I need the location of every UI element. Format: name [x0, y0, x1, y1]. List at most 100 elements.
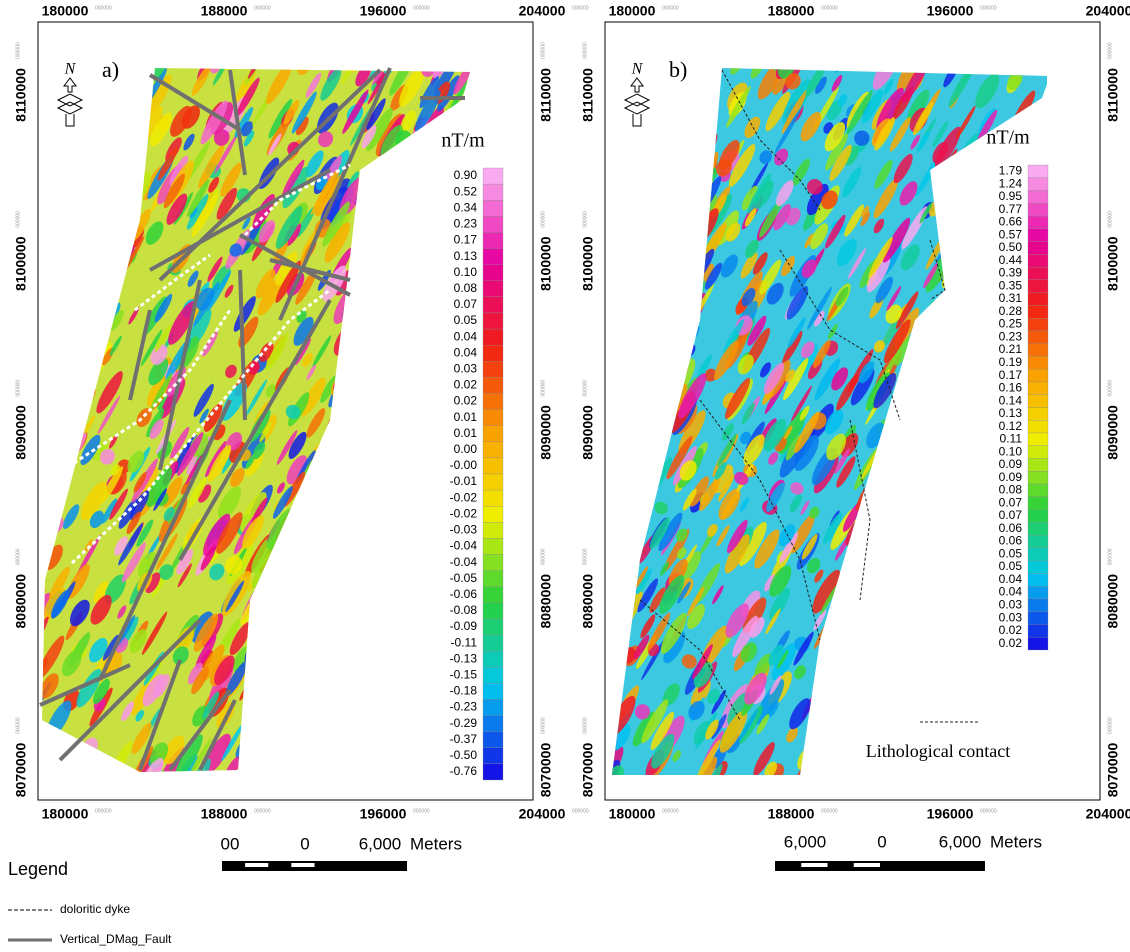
- map-texture: [643, 132, 675, 173]
- map-texture: [392, 595, 427, 644]
- map-texture: [974, 408, 998, 437]
- map-texture: [989, 653, 1009, 683]
- y-tick-label: 8090000: [1105, 405, 1121, 460]
- x-tick-label: 188000: [768, 3, 815, 19]
- map-texture: [918, 391, 954, 437]
- map-texture: [333, 456, 360, 494]
- colorbar-swatch: [1028, 599, 1048, 612]
- map-texture: [615, 192, 641, 228]
- map-texture: [881, 762, 904, 788]
- map-texture: [361, 587, 378, 607]
- map-texture: [379, 577, 402, 601]
- map-texture: [86, 323, 107, 353]
- map-texture: [402, 506, 434, 554]
- x-tick-label: 188000: [768, 806, 815, 822]
- y-tick-label: 8100000: [1105, 236, 1121, 291]
- map-texture: [816, 746, 832, 767]
- map-texture: [370, 722, 392, 751]
- map-texture: [589, 477, 627, 528]
- colorbar-swatch: [1028, 637, 1048, 650]
- colorbar-label: -0.04: [450, 539, 478, 553]
- colorbar-swatch: [483, 249, 503, 265]
- colorbar-swatch: [483, 297, 503, 313]
- map-texture: [846, 652, 867, 676]
- colorbar-swatch: [483, 361, 503, 377]
- map-texture: [939, 655, 970, 702]
- map-texture: [280, 531, 305, 565]
- map-texture: [45, 113, 68, 141]
- map-texture: [593, 508, 620, 544]
- map-texture: [582, 149, 614, 198]
- tick-suffix: 000000: [95, 5, 112, 11]
- map-texture: [996, 658, 1015, 677]
- colorbar-swatch: [1028, 535, 1048, 548]
- map-texture: [979, 361, 1000, 387]
- map-texture: [403, 171, 433, 211]
- y-tick-label: 8080000: [13, 574, 29, 629]
- map-texture: [839, 757, 858, 779]
- map-texture: [407, 440, 420, 455]
- map-texture: [378, 681, 398, 702]
- colorbar-swatch: [483, 764, 503, 780]
- map-texture: [893, 557, 910, 580]
- map-texture: [605, 676, 623, 698]
- colorbar-label: -0.76: [450, 764, 478, 778]
- tick-suffix: 000000: [821, 5, 838, 11]
- map-texture: [29, 163, 61, 206]
- map-texture: [951, 387, 980, 432]
- colorbar-label: 0.04: [454, 345, 478, 359]
- map-texture: [948, 597, 978, 640]
- map-texture: [424, 726, 448, 757]
- map-texture: [608, 218, 640, 261]
- map-texture: [392, 324, 413, 348]
- map-texture: [879, 512, 901, 536]
- map-texture: [935, 647, 968, 694]
- colorbar-label: -0.04: [450, 555, 478, 569]
- map-texture: [383, 695, 418, 743]
- map-texture: [925, 551, 949, 586]
- map-texture: [40, 105, 56, 125]
- map-texture: [673, 103, 693, 132]
- map-texture: [659, 244, 681, 267]
- map-texture: [306, 528, 336, 566]
- map-texture: [590, 297, 617, 330]
- map-texture: [409, 546, 434, 585]
- map-texture: [908, 558, 925, 578]
- map-texture: [928, 535, 947, 562]
- map-texture: [944, 395, 960, 417]
- colorbar-swatch: [1028, 203, 1048, 216]
- colorbar-swatch: [483, 555, 503, 571]
- map-texture: [307, 660, 340, 707]
- map-texture: [294, 567, 327, 614]
- map-texture: [411, 355, 423, 369]
- map-texture: [399, 750, 435, 800]
- map-texture: [898, 393, 920, 426]
- map-texture: [339, 625, 365, 654]
- colorbar-label: 0.17: [454, 233, 478, 247]
- map-texture: [875, 690, 897, 717]
- map-texture: [949, 157, 978, 200]
- map-texture: [627, 457, 649, 490]
- map-texture: [60, 231, 91, 272]
- map-texture: [347, 281, 375, 321]
- map-texture: [351, 535, 385, 583]
- panel-label: a): [102, 57, 119, 82]
- map-texture: [875, 588, 898, 620]
- map-texture: [35, 235, 52, 257]
- map-texture: [428, 219, 450, 252]
- colorbar-swatch: [1028, 624, 1048, 637]
- map-texture: [961, 174, 998, 224]
- map-texture: [642, 200, 667, 233]
- map-texture: [86, 757, 112, 796]
- map-texture: [1002, 669, 1036, 712]
- map-texture: [396, 317, 429, 359]
- map-texture: [305, 610, 333, 651]
- map-texture: [958, 448, 974, 465]
- map-texture: [30, 760, 55, 797]
- colorbar-swatch: [1028, 382, 1048, 395]
- map-texture: [279, 586, 300, 609]
- map-texture: [893, 603, 914, 623]
- map-texture: [364, 513, 393, 559]
- colorbar-swatch: [1028, 395, 1048, 408]
- map-texture: [99, 117, 126, 158]
